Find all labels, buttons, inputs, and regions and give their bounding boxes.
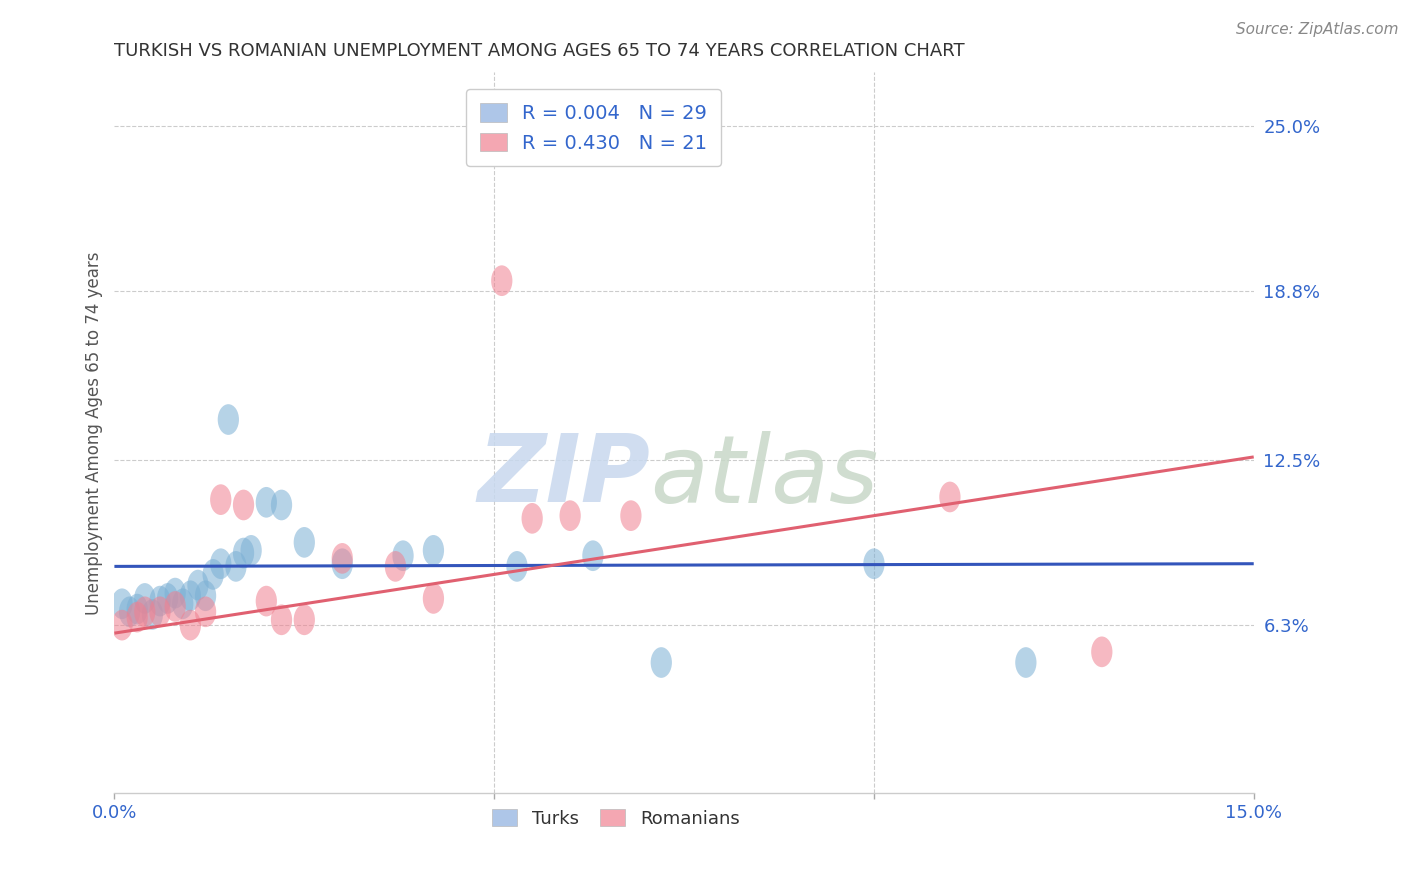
Ellipse shape — [209, 549, 232, 579]
Ellipse shape — [134, 597, 156, 627]
Ellipse shape — [209, 484, 232, 515]
Ellipse shape — [491, 265, 512, 296]
Ellipse shape — [332, 543, 353, 574]
Ellipse shape — [240, 535, 262, 566]
Ellipse shape — [180, 610, 201, 640]
Ellipse shape — [294, 605, 315, 635]
Ellipse shape — [392, 541, 413, 571]
Ellipse shape — [332, 549, 353, 579]
Ellipse shape — [142, 599, 163, 630]
Ellipse shape — [651, 648, 672, 678]
Ellipse shape — [218, 404, 239, 435]
Ellipse shape — [233, 538, 254, 568]
Ellipse shape — [172, 589, 194, 619]
Ellipse shape — [202, 559, 224, 590]
Text: TURKISH VS ROMANIAN UNEMPLOYMENT AMONG AGES 65 TO 74 YEARS CORRELATION CHART: TURKISH VS ROMANIAN UNEMPLOYMENT AMONG A… — [114, 42, 965, 60]
Ellipse shape — [149, 597, 170, 627]
Ellipse shape — [180, 581, 201, 611]
Text: atlas: atlas — [650, 431, 879, 522]
Ellipse shape — [157, 583, 179, 614]
Ellipse shape — [522, 503, 543, 533]
Ellipse shape — [294, 527, 315, 558]
Ellipse shape — [1015, 648, 1036, 678]
Ellipse shape — [423, 535, 444, 566]
Ellipse shape — [195, 597, 217, 627]
Ellipse shape — [127, 602, 148, 632]
Ellipse shape — [423, 583, 444, 614]
Ellipse shape — [271, 490, 292, 520]
Ellipse shape — [233, 490, 254, 520]
Ellipse shape — [225, 551, 246, 582]
Ellipse shape — [560, 500, 581, 531]
Ellipse shape — [939, 482, 960, 512]
Text: Source: ZipAtlas.com: Source: ZipAtlas.com — [1236, 22, 1399, 37]
Ellipse shape — [582, 541, 603, 571]
Ellipse shape — [256, 586, 277, 616]
Ellipse shape — [127, 594, 148, 624]
Ellipse shape — [1091, 637, 1112, 667]
Ellipse shape — [863, 549, 884, 579]
Ellipse shape — [187, 570, 208, 600]
Ellipse shape — [165, 578, 186, 608]
Ellipse shape — [111, 610, 132, 640]
Ellipse shape — [385, 551, 406, 582]
Legend: Turks, Romanians: Turks, Romanians — [485, 802, 747, 835]
Ellipse shape — [165, 591, 186, 622]
Ellipse shape — [134, 583, 156, 614]
Ellipse shape — [120, 597, 141, 627]
Ellipse shape — [271, 605, 292, 635]
Y-axis label: Unemployment Among Ages 65 to 74 years: Unemployment Among Ages 65 to 74 years — [86, 252, 103, 615]
Ellipse shape — [111, 589, 132, 619]
Ellipse shape — [195, 581, 217, 611]
Ellipse shape — [506, 551, 527, 582]
Ellipse shape — [620, 500, 641, 531]
Ellipse shape — [256, 487, 277, 517]
Text: ZIP: ZIP — [477, 430, 650, 522]
Ellipse shape — [149, 586, 170, 616]
